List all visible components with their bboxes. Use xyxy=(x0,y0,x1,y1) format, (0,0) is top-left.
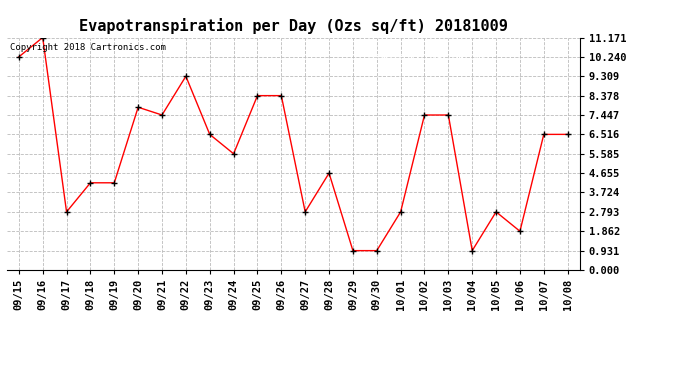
Title: Evapotranspiration per Day (Ozs sq/ft) 20181009: Evapotranspiration per Day (Ozs sq/ft) 2… xyxy=(79,18,508,33)
Text: Copyright 2018 Cartronics.com: Copyright 2018 Cartronics.com xyxy=(10,44,166,52)
